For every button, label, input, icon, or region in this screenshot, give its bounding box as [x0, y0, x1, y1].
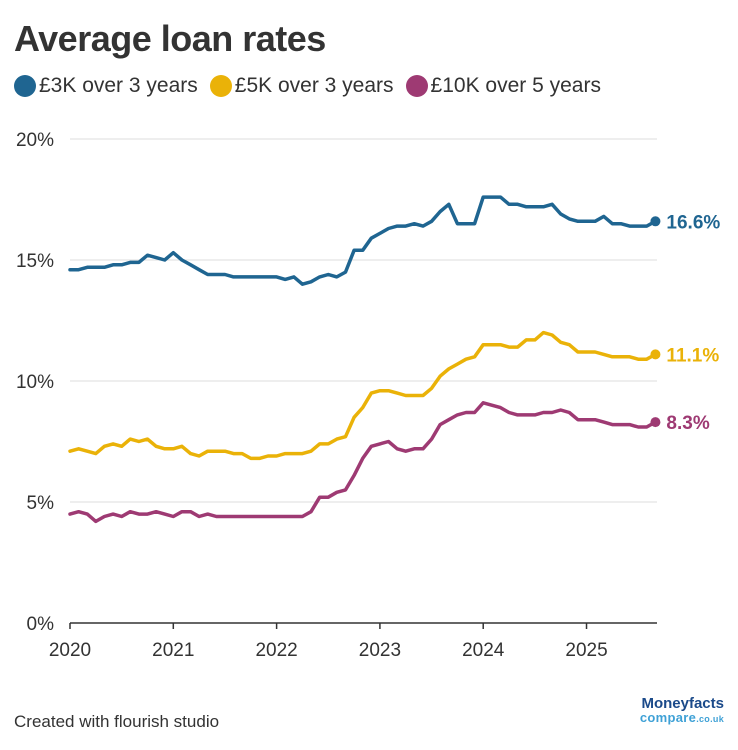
- legend-label-10k: £10K over 5 years: [430, 74, 601, 97]
- logo-bottom-word: compare: [639, 710, 697, 725]
- footer-credit: Created with flourish studio: [14, 712, 220, 731]
- legend-label-5k: £5K over 3 years: [234, 74, 394, 97]
- logo-top-text: Moneyfacts: [641, 695, 724, 712]
- legend-item-5k[interactable]: £5K over 3 years: [209, 74, 394, 98]
- series-end-label-5k: 11.1%: [666, 345, 719, 366]
- y-tick-label: 20%: [16, 130, 54, 151]
- line-chart: 0% 5% 10% 15% 20% 2020 2021 2022 2023 2024 2025 16.…: [16, 130, 720, 661]
- series-end-point-10k: [650, 417, 661, 428]
- legend-item-3k[interactable]: £3K over 3 years: [14, 74, 198, 98]
- y-tick-label: 15%: [16, 251, 54, 272]
- series-line-3k: [68, 195, 658, 286]
- legend: £3K over 3 years £5K over 3 years £10K o…: [14, 74, 601, 98]
- series-end-point-3k: [650, 216, 661, 227]
- series-end-label-3k: 16.6%: [666, 212, 720, 233]
- x-tick-label: 2023: [359, 640, 401, 661]
- series-line-10k: [68, 401, 658, 524]
- legend-swatch-3k: [14, 75, 36, 97]
- series-line-5k: [68, 330, 658, 461]
- y-tick-label: 10%: [16, 372, 54, 393]
- x-tick-label: 2024: [462, 640, 505, 661]
- x-tick-label: 2025: [565, 640, 607, 661]
- y-tick-label: 0%: [27, 614, 55, 635]
- y-tick-label: 5%: [27, 493, 55, 514]
- legend-swatch-5k: [209, 75, 232, 97]
- moneyfacts-logo: Moneyfacts compare.co.uk: [640, 696, 724, 724]
- logo-tld: .co.uk: [696, 714, 724, 724]
- x-tick-label: 2022: [255, 640, 297, 661]
- legend-item-10k[interactable]: £10K over 5 years: [405, 74, 601, 98]
- legend-label-3k: £3K over 3 years: [39, 74, 198, 97]
- series-end-label-10k: 8.3%: [666, 413, 709, 434]
- x-tick-label: 2020: [49, 640, 91, 661]
- logo-bottom-text: compare.co.uk: [640, 711, 724, 724]
- page-title: Average loan rates: [14, 18, 326, 59]
- x-tick-label: 2021: [152, 640, 194, 661]
- series-end-point-5k: [650, 349, 661, 360]
- legend-swatch-10k: [405, 75, 428, 97]
